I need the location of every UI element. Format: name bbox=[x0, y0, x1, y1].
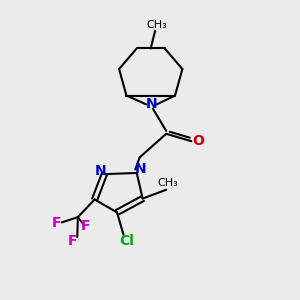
Text: Cl: Cl bbox=[120, 234, 134, 248]
Text: N: N bbox=[95, 164, 106, 178]
Text: CH₃: CH₃ bbox=[146, 20, 167, 30]
Text: N: N bbox=[134, 162, 146, 176]
Text: F: F bbox=[81, 219, 91, 233]
Text: F: F bbox=[68, 234, 78, 248]
Text: O: O bbox=[192, 134, 204, 148]
Text: CH₃: CH₃ bbox=[157, 178, 178, 188]
Text: F: F bbox=[52, 216, 61, 230]
Text: N: N bbox=[146, 98, 157, 111]
